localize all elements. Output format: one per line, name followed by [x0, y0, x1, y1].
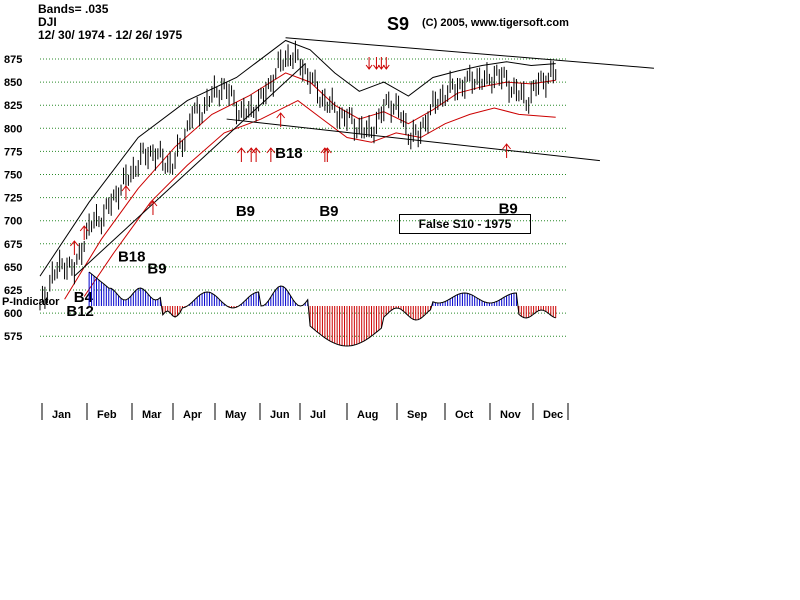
- month-label: Oct: [455, 409, 474, 421]
- trendline: [74, 63, 306, 277]
- y-tick-label: 650: [4, 262, 22, 274]
- y-tick-label: 625: [4, 285, 22, 297]
- credit-label: (C) 2005, www.tigersoft.com: [422, 17, 569, 29]
- sell-arrow: [377, 57, 385, 70]
- y-tick-label: 675: [4, 239, 22, 251]
- buy-arrow: [79, 225, 89, 240]
- y-tick-label: 825: [4, 100, 22, 112]
- month-label: Nov: [500, 409, 522, 421]
- y-tick-label: 725: [4, 193, 22, 205]
- y-tick-label: 600: [4, 308, 22, 320]
- sell-arrow: [382, 57, 390, 70]
- signal-label: B9: [319, 203, 338, 220]
- buy-arrow: [121, 185, 131, 200]
- buy-arrow: [276, 112, 286, 127]
- signal-label: B4: [74, 289, 94, 306]
- signal-label: B18: [118, 248, 146, 265]
- y-tick-label: 800: [4, 123, 22, 135]
- month-label: May: [225, 409, 247, 421]
- month-label: Apr: [183, 409, 203, 421]
- buy-arrow: [236, 147, 246, 162]
- y-tick-label: 575: [4, 331, 22, 343]
- month-label: Aug: [357, 409, 378, 421]
- trendline: [285, 37, 654, 69]
- signal-label: B9: [236, 203, 255, 220]
- buy-arrow: [502, 143, 511, 158]
- y-tick-label: 775: [4, 146, 22, 158]
- bands-label: Bands= .035: [38, 2, 109, 16]
- signal-title: S9: [387, 14, 410, 34]
- buy-arrow: [322, 147, 332, 162]
- month-label: Jun: [270, 409, 290, 421]
- buy-arrow: [266, 147, 276, 162]
- buy-arrow: [251, 147, 261, 162]
- date-range-label: 12/ 30/ 1974 - 12/ 26/ 1975: [38, 28, 183, 42]
- month-label: Jan: [52, 409, 71, 421]
- buy-arrow: [69, 240, 79, 255]
- symbol-label: DJI: [38, 15, 57, 29]
- buy-arrow: [148, 200, 158, 215]
- signal-label: B9: [147, 260, 166, 277]
- lower-band-line: [83, 100, 556, 297]
- indicator-line: [88, 271, 556, 347]
- y-tick-label: 875: [4, 54, 22, 66]
- month-label: Feb: [97, 409, 117, 421]
- y-tick-label: 750: [4, 170, 22, 182]
- upper-band-line: [39, 39, 556, 277]
- sell-arrow: [373, 57, 380, 70]
- month-label: Dec: [543, 409, 563, 421]
- month-label: Mar: [142, 409, 162, 421]
- indicator-label: P-Indicator: [2, 296, 60, 308]
- month-label: Sep: [407, 409, 427, 421]
- trendline: [226, 118, 600, 162]
- signal-label: B18: [275, 145, 303, 162]
- signal-label: B9: [499, 200, 518, 217]
- y-tick-label: 700: [4, 216, 22, 228]
- sell-arrow: [365, 57, 373, 70]
- y-tick-label: 850: [4, 77, 22, 89]
- month-label: Jul: [310, 409, 326, 421]
- false-signal-note: False S10 - 1975: [399, 214, 531, 234]
- signal-label: B12: [66, 303, 94, 320]
